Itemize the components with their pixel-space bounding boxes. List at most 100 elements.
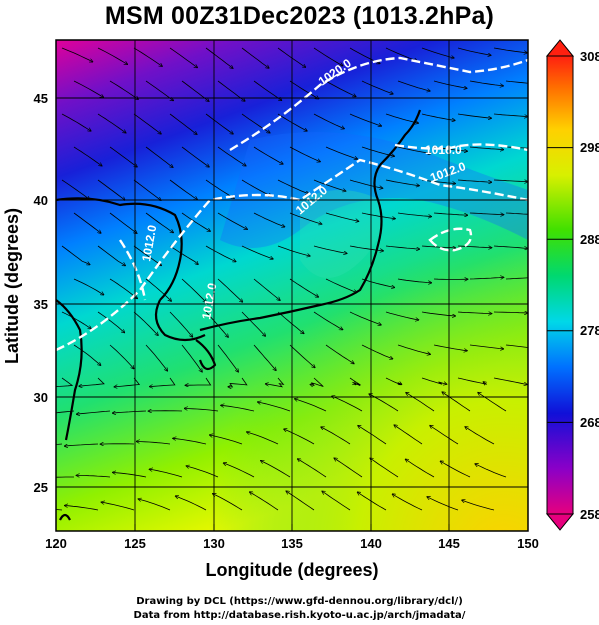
wind-streamline: [109, 146, 137, 167]
wind-streamline: [145, 212, 173, 233]
wind-streamline: [101, 502, 135, 511]
wind-streamline: [241, 245, 273, 259]
wind-streamline: [313, 179, 346, 191]
wind-streamline: [361, 278, 395, 288]
wind-streamline: [358, 492, 387, 511]
wind-streamline: [277, 245, 310, 256]
wind-streamline: [465, 427, 495, 445]
wind-streamline: [277, 179, 309, 194]
wind-streamline: [427, 497, 459, 511]
footer-credit-data: Data from http://database.rish.kyoto-u.a…: [133, 610, 466, 621]
wind-streamline: [361, 212, 395, 219]
wind-streamline: [97, 245, 125, 266]
wind-streamline: [406, 393, 435, 412]
wind-streamline: [261, 461, 291, 478]
wind-streamline: [469, 344, 503, 349]
wind-streamline: [145, 278, 171, 301]
wind-streamline: [228, 377, 248, 387]
wind-streamline: [109, 278, 137, 299]
wind-streamline: [77, 410, 111, 414]
colorbar-tick-label: 258: [580, 507, 599, 522]
wind-streamline: [392, 494, 423, 511]
wind-streamline: [61, 113, 91, 131]
wind-streamline: [325, 80, 356, 97]
wind-streamline: [76, 475, 111, 477]
isobars: [56, 56, 528, 352]
lat-lon-grid: [56, 40, 528, 531]
wind-streamline: [224, 463, 255, 478]
wind-streamline: [421, 245, 456, 248]
wind-streamline: [181, 212, 210, 231]
wind-streamline: [221, 405, 255, 412]
wind-streamline: [169, 47, 197, 68]
wind-streamline: [241, 47, 269, 68]
colorbar-tick-label: 268: [580, 415, 599, 430]
y-tick-label: 25: [34, 480, 48, 495]
wind-streamline: [370, 458, 399, 478]
wind-streamline: [137, 441, 171, 445]
wind-streamline: [61, 311, 91, 329]
wind-streamline: [310, 377, 324, 387]
wind-streamline: [169, 179, 197, 200]
wind-streamline: [149, 469, 183, 478]
wind-streamline: [65, 506, 99, 511]
wind-streamline: [469, 80, 503, 86]
y-tick-label: 45: [34, 91, 48, 106]
wind-streamline: [493, 180, 528, 182]
wind-streamline: [253, 80, 282, 100]
wind-streamline: [109, 344, 134, 369]
x-tick-label: 140: [360, 536, 382, 551]
x-tick-labels: 120 125 130 135 140 145 150: [45, 536, 539, 551]
wind-streamline: [289, 278, 318, 297]
wind-streamline: [430, 426, 459, 445]
wind-streamline: [217, 278, 243, 302]
wind-streamline: [73, 278, 104, 295]
wind-streamline: [349, 311, 381, 325]
colorbar-tick-label: 288: [580, 232, 599, 247]
wind-streamline: [73, 146, 102, 166]
y-tick-label: 40: [34, 193, 48, 208]
wind-streamline: [397, 146, 431, 154]
wind-streamline: [241, 311, 265, 336]
colorbar-top-cap: [545, 39, 575, 57]
wind-streamline: [313, 113, 344, 129]
wind-streamline: [457, 246, 492, 248]
x-tick-label: 145: [438, 536, 460, 551]
wind-streamline: [169, 245, 198, 264]
wind-streamline: [397, 212, 431, 217]
wind-streamline: [397, 80, 430, 91]
wind-streamline: [253, 146, 283, 164]
wind-streamline: [109, 80, 138, 99]
wind-streamline: [322, 491, 351, 511]
wind-streamline: [397, 344, 430, 354]
y-tick-label: 30: [34, 390, 48, 405]
colorbar-tick-label: 278: [580, 323, 599, 338]
wind-streamline: [469, 277, 504, 279]
wind-streamline: [442, 392, 471, 412]
wind-streamline: [457, 47, 491, 55]
wind-streamline: [114, 377, 141, 387]
wind-streamline: [61, 245, 90, 265]
wind-streamline: [433, 212, 468, 215]
wind-streamline: [97, 311, 125, 333]
wind-streamline: [181, 146, 209, 167]
wind-streamline: [457, 179, 492, 182]
wind-streamline: [56, 476, 74, 478]
wind-streamline: [440, 461, 471, 478]
wind-streamline: [298, 459, 327, 478]
footer-credit-drawing: Drawing by DCL (https://www.gfd-dennou.o…: [136, 596, 463, 607]
wind-streamline: [358, 426, 387, 445]
wind-streamline: [205, 113, 233, 134]
wind-streamline: [313, 47, 343, 66]
wind-streamline: [205, 245, 236, 262]
wind-streamline: [457, 113, 491, 118]
x-tick-label: 125: [124, 536, 146, 551]
wind-streamline: [217, 212, 247, 229]
wind-streamline: [65, 443, 99, 446]
x-tick-label: 135: [281, 536, 303, 551]
wind-streamline: [493, 47, 527, 53]
wind-streamline: [289, 80, 319, 99]
wind-streamline: [284, 429, 315, 445]
wind-streamline: [97, 47, 127, 64]
wind-streamline: [145, 146, 173, 167]
